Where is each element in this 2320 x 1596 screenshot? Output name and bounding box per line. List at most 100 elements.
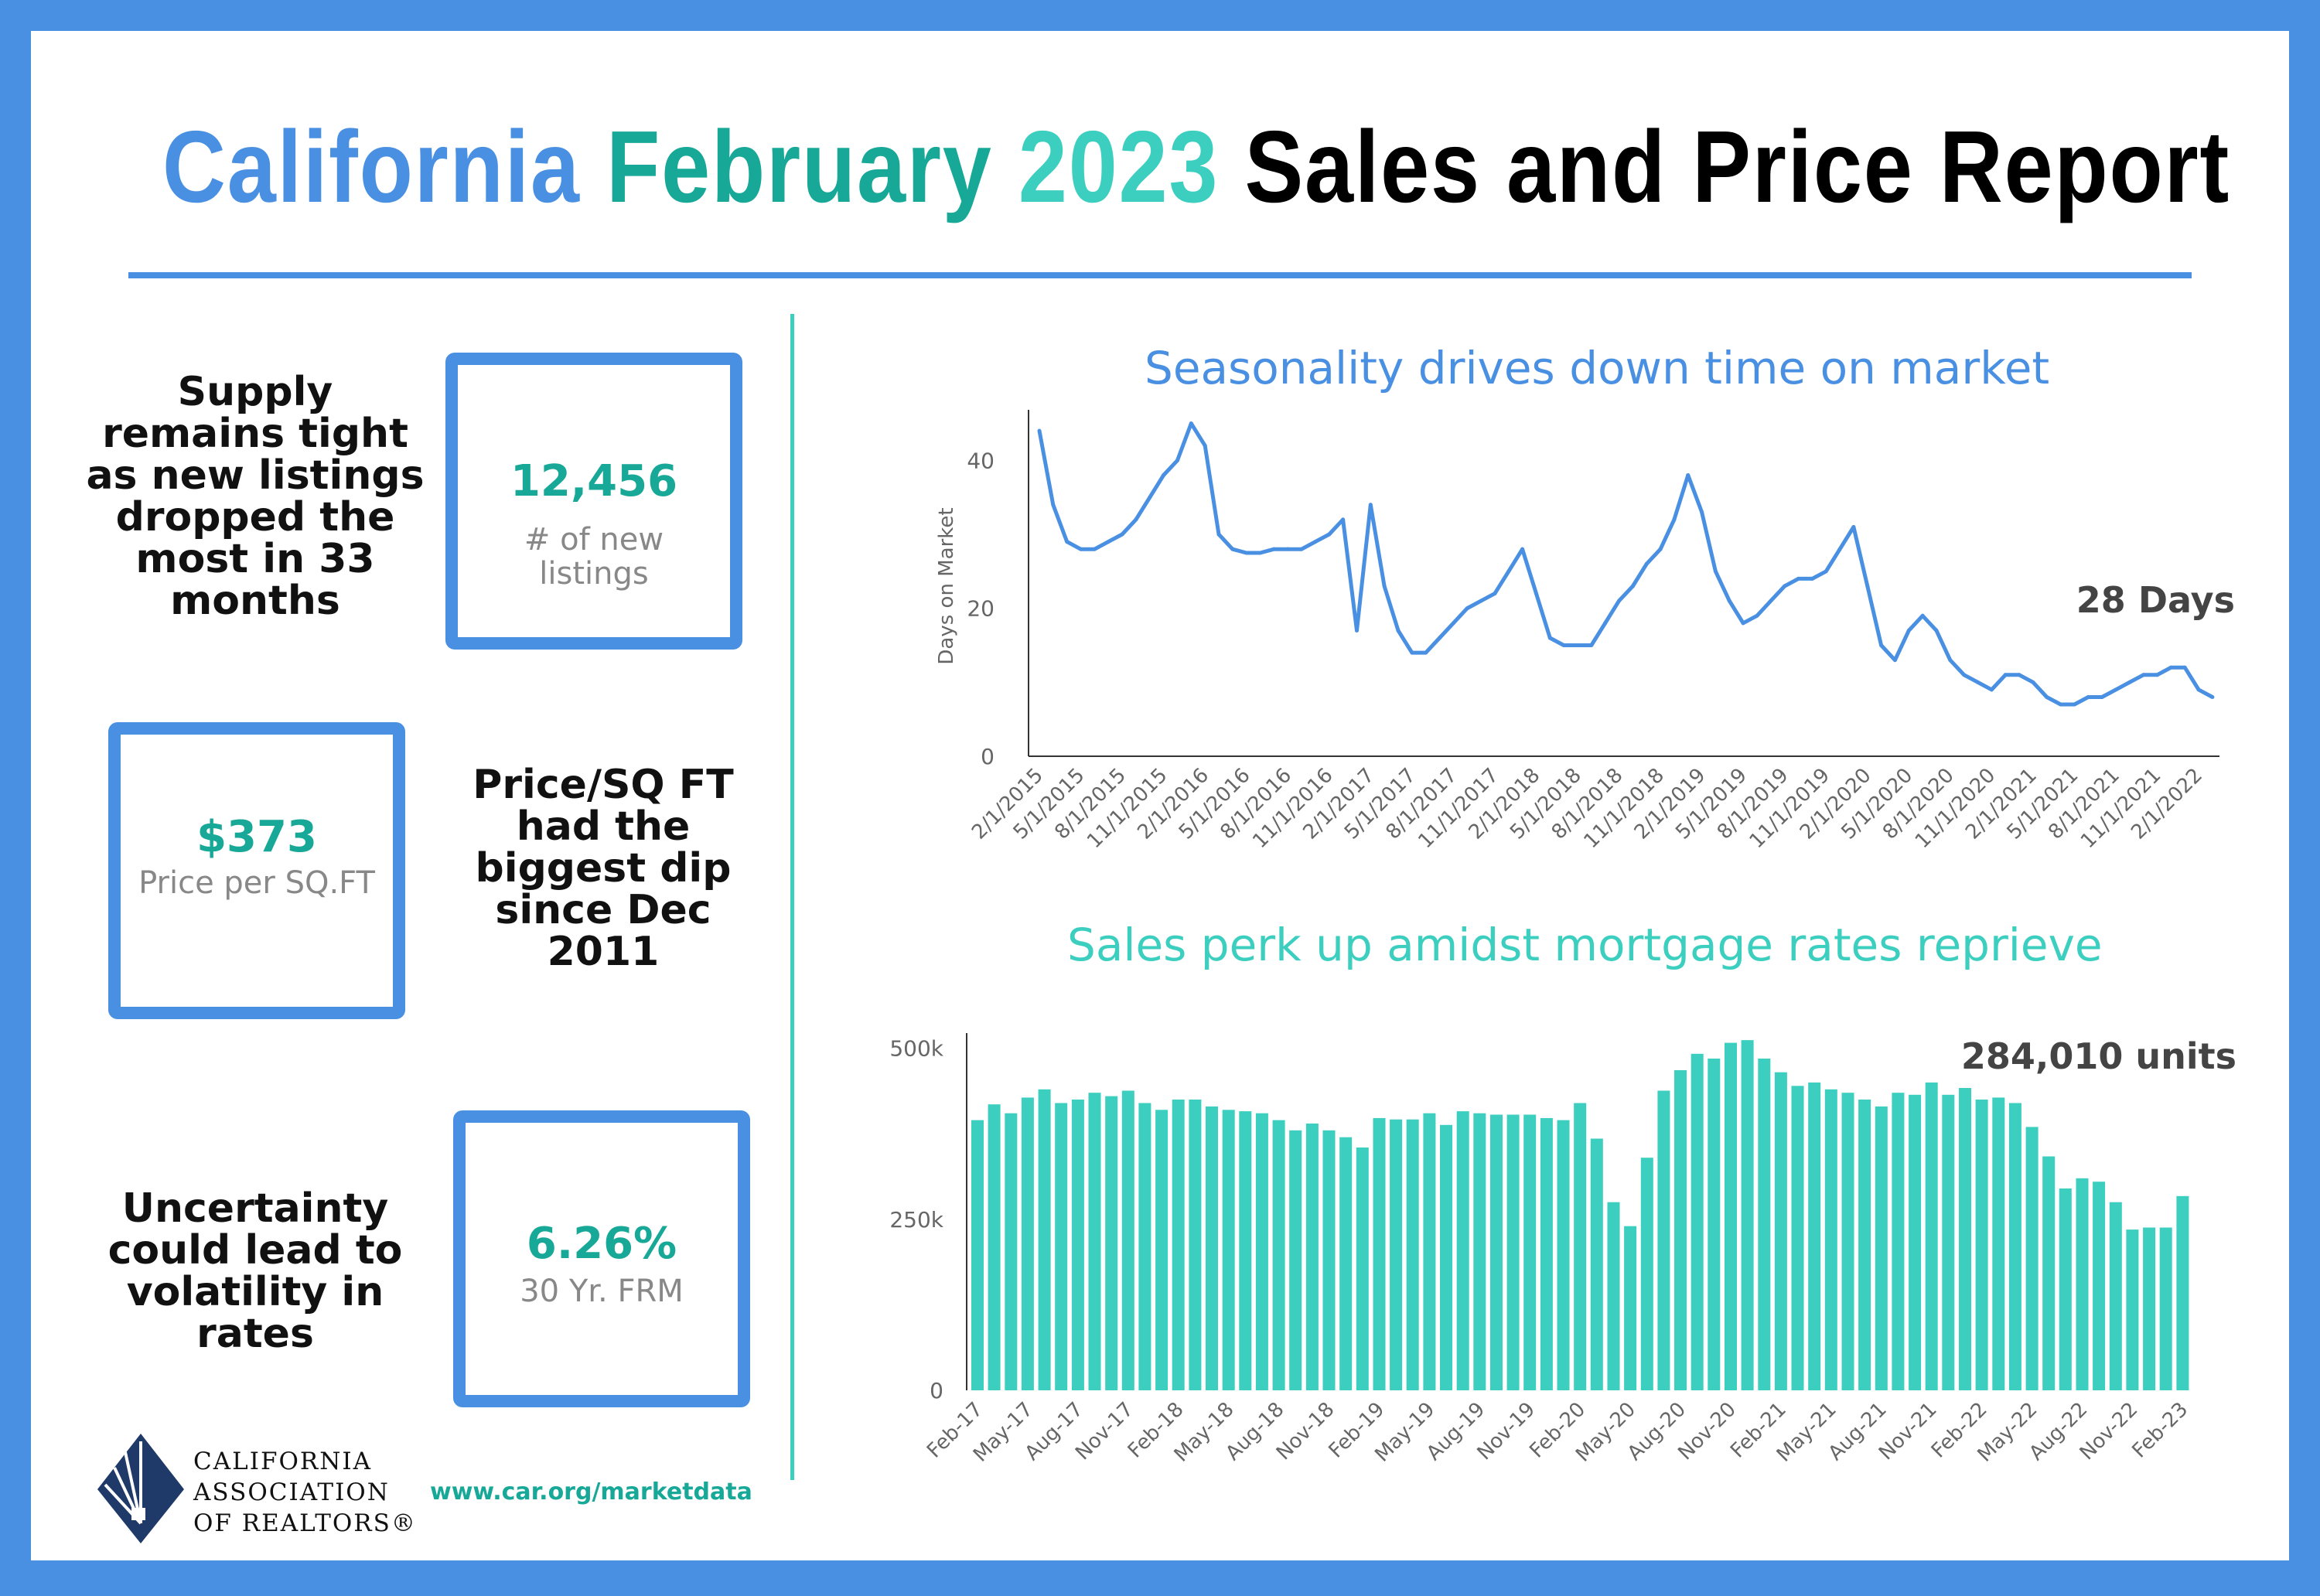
sales-bar [2076,1178,2089,1390]
dom-data-point [1700,510,1704,514]
dom-data-point [1438,636,1442,640]
sales-bar [1523,1114,1537,1390]
sales-bar [1942,1094,1955,1390]
title-year: 2023 [1018,110,1220,223]
sales-bar [1356,1148,1369,1390]
logo-line-2: ASSOCIATION [193,1478,390,1506]
dom-data-point [1354,628,1359,633]
dom-data-point [1783,584,1787,588]
sales-bar [1473,1113,1486,1390]
sales-bar [1557,1120,1570,1390]
price-stat-box: $373 Price per SQ.FT [108,722,405,1019]
dom-data-point [1741,621,1745,626]
dom-data-point [1203,443,1207,448]
sales-bar [1992,1097,2005,1390]
dom-data-point [1589,643,1594,648]
dom-data-point [1989,687,1994,692]
dom-data-point [2210,694,2215,699]
dom-data-point [1244,551,1249,555]
sales-bar [1708,1059,1721,1390]
dom-data-point [1479,598,1483,603]
sales-bar [2059,1188,2072,1390]
sales-bar [1339,1137,1353,1390]
sales-bar [1105,1096,1118,1390]
dom-data-point [1672,517,1677,522]
sales-bar [1975,1100,1988,1390]
dom-data-point [1906,628,1911,633]
sales-bar [1071,1100,1084,1390]
dom-data-point [1837,547,1842,551]
dom-data-point [2114,687,2118,692]
sales-bar [1138,1103,1151,1390]
dom-data-point [1769,598,1773,603]
sales-bar [1038,1089,1051,1390]
sales-bar [2008,1103,2021,1390]
sales-bar [1691,1053,1704,1390]
sales-bar [1155,1110,1169,1390]
page-title: California February 2023 Sales and Price… [162,108,2229,225]
dom-data-point [1796,576,1801,581]
sales-bar [1440,1124,1452,1390]
dom-data-point [1962,673,1967,677]
listings-sub: # of new listings [524,522,664,592]
sales-bar [1791,1086,1804,1390]
dom-data-point [1368,503,1373,507]
dom-data-point [1079,547,1083,551]
sales-y-tick-label: 0 [930,1378,943,1403]
column-divider [790,314,794,1480]
dom-data-point [1644,561,1649,566]
sales-bar [1925,1082,1938,1390]
market-data-link[interactable]: www.car.org/marketdata [430,1478,752,1506]
dom-data-point [1630,584,1635,588]
sales-bar [1657,1090,1670,1390]
logo-line-1: CALIFORNIA [193,1448,372,1475]
sales-chart-title: Sales perk up amidst mortgage rates repr… [1067,919,2103,971]
sales-bar [1959,1088,1971,1390]
price-caption: Price/SQ FT had the biggest dip since De… [473,762,734,975]
dom-data-point [1948,658,1953,663]
dom-data-point [1686,473,1691,478]
dom-data-point [1092,547,1097,551]
sales-bar [1574,1103,1587,1390]
sales-bar [2042,1156,2056,1390]
dom-data-point [1727,598,1731,603]
dom-data-point [2182,665,2187,670]
sales-bar [1607,1202,1620,1390]
dom-y-tick-label: 0 [981,744,995,769]
rates-stat-box: 6.26% 30 Yr. FRM [453,1110,750,1407]
listings-stat-box: 12,456 # of new listings [445,353,742,650]
dom-data-point [1534,592,1538,596]
dom-data-point [1175,458,1179,462]
dom-y-tick-label: 20 [967,596,995,622]
sales-bar [988,1104,1001,1390]
sales-bar [1322,1130,1336,1390]
dom-y-axis-label: Days on Market [935,507,958,664]
sales-bar [1390,1119,1403,1390]
title-state: California [162,110,581,223]
dom-data-point [1892,658,1897,663]
dom-data-point [2141,673,2146,677]
sales-bar [2109,1202,2122,1390]
rates-sub: 30 Yr. FRM [520,1274,684,1309]
dom-chart-title: Seasonality drives down time on market [1145,342,2050,394]
rates-value: 6.26% [526,1219,677,1269]
dom-data-point [1271,547,1276,551]
dom-data-point [1051,503,1056,507]
dom-data-point [1410,650,1414,655]
dom-annotation: 28 Days [2076,579,2235,621]
dom-data-point [1561,643,1566,648]
dom-data-point [1920,613,1925,618]
dom-data-point [2086,694,2090,699]
dom-data-point [1120,532,1124,537]
dom-data-point [1299,547,1304,551]
sales-bar [1741,1040,1754,1390]
sales-bar [2126,1229,2139,1390]
dom-data-point [1493,592,1497,596]
sales-x-tick-label: Feb-23 [2128,1398,2193,1463]
dom-data-point [1106,540,1111,544]
sales-bar [1909,1094,1922,1390]
sales-bar [1255,1113,1268,1390]
sales-bar [1021,1097,1034,1390]
sales-bar [1272,1120,1285,1390]
